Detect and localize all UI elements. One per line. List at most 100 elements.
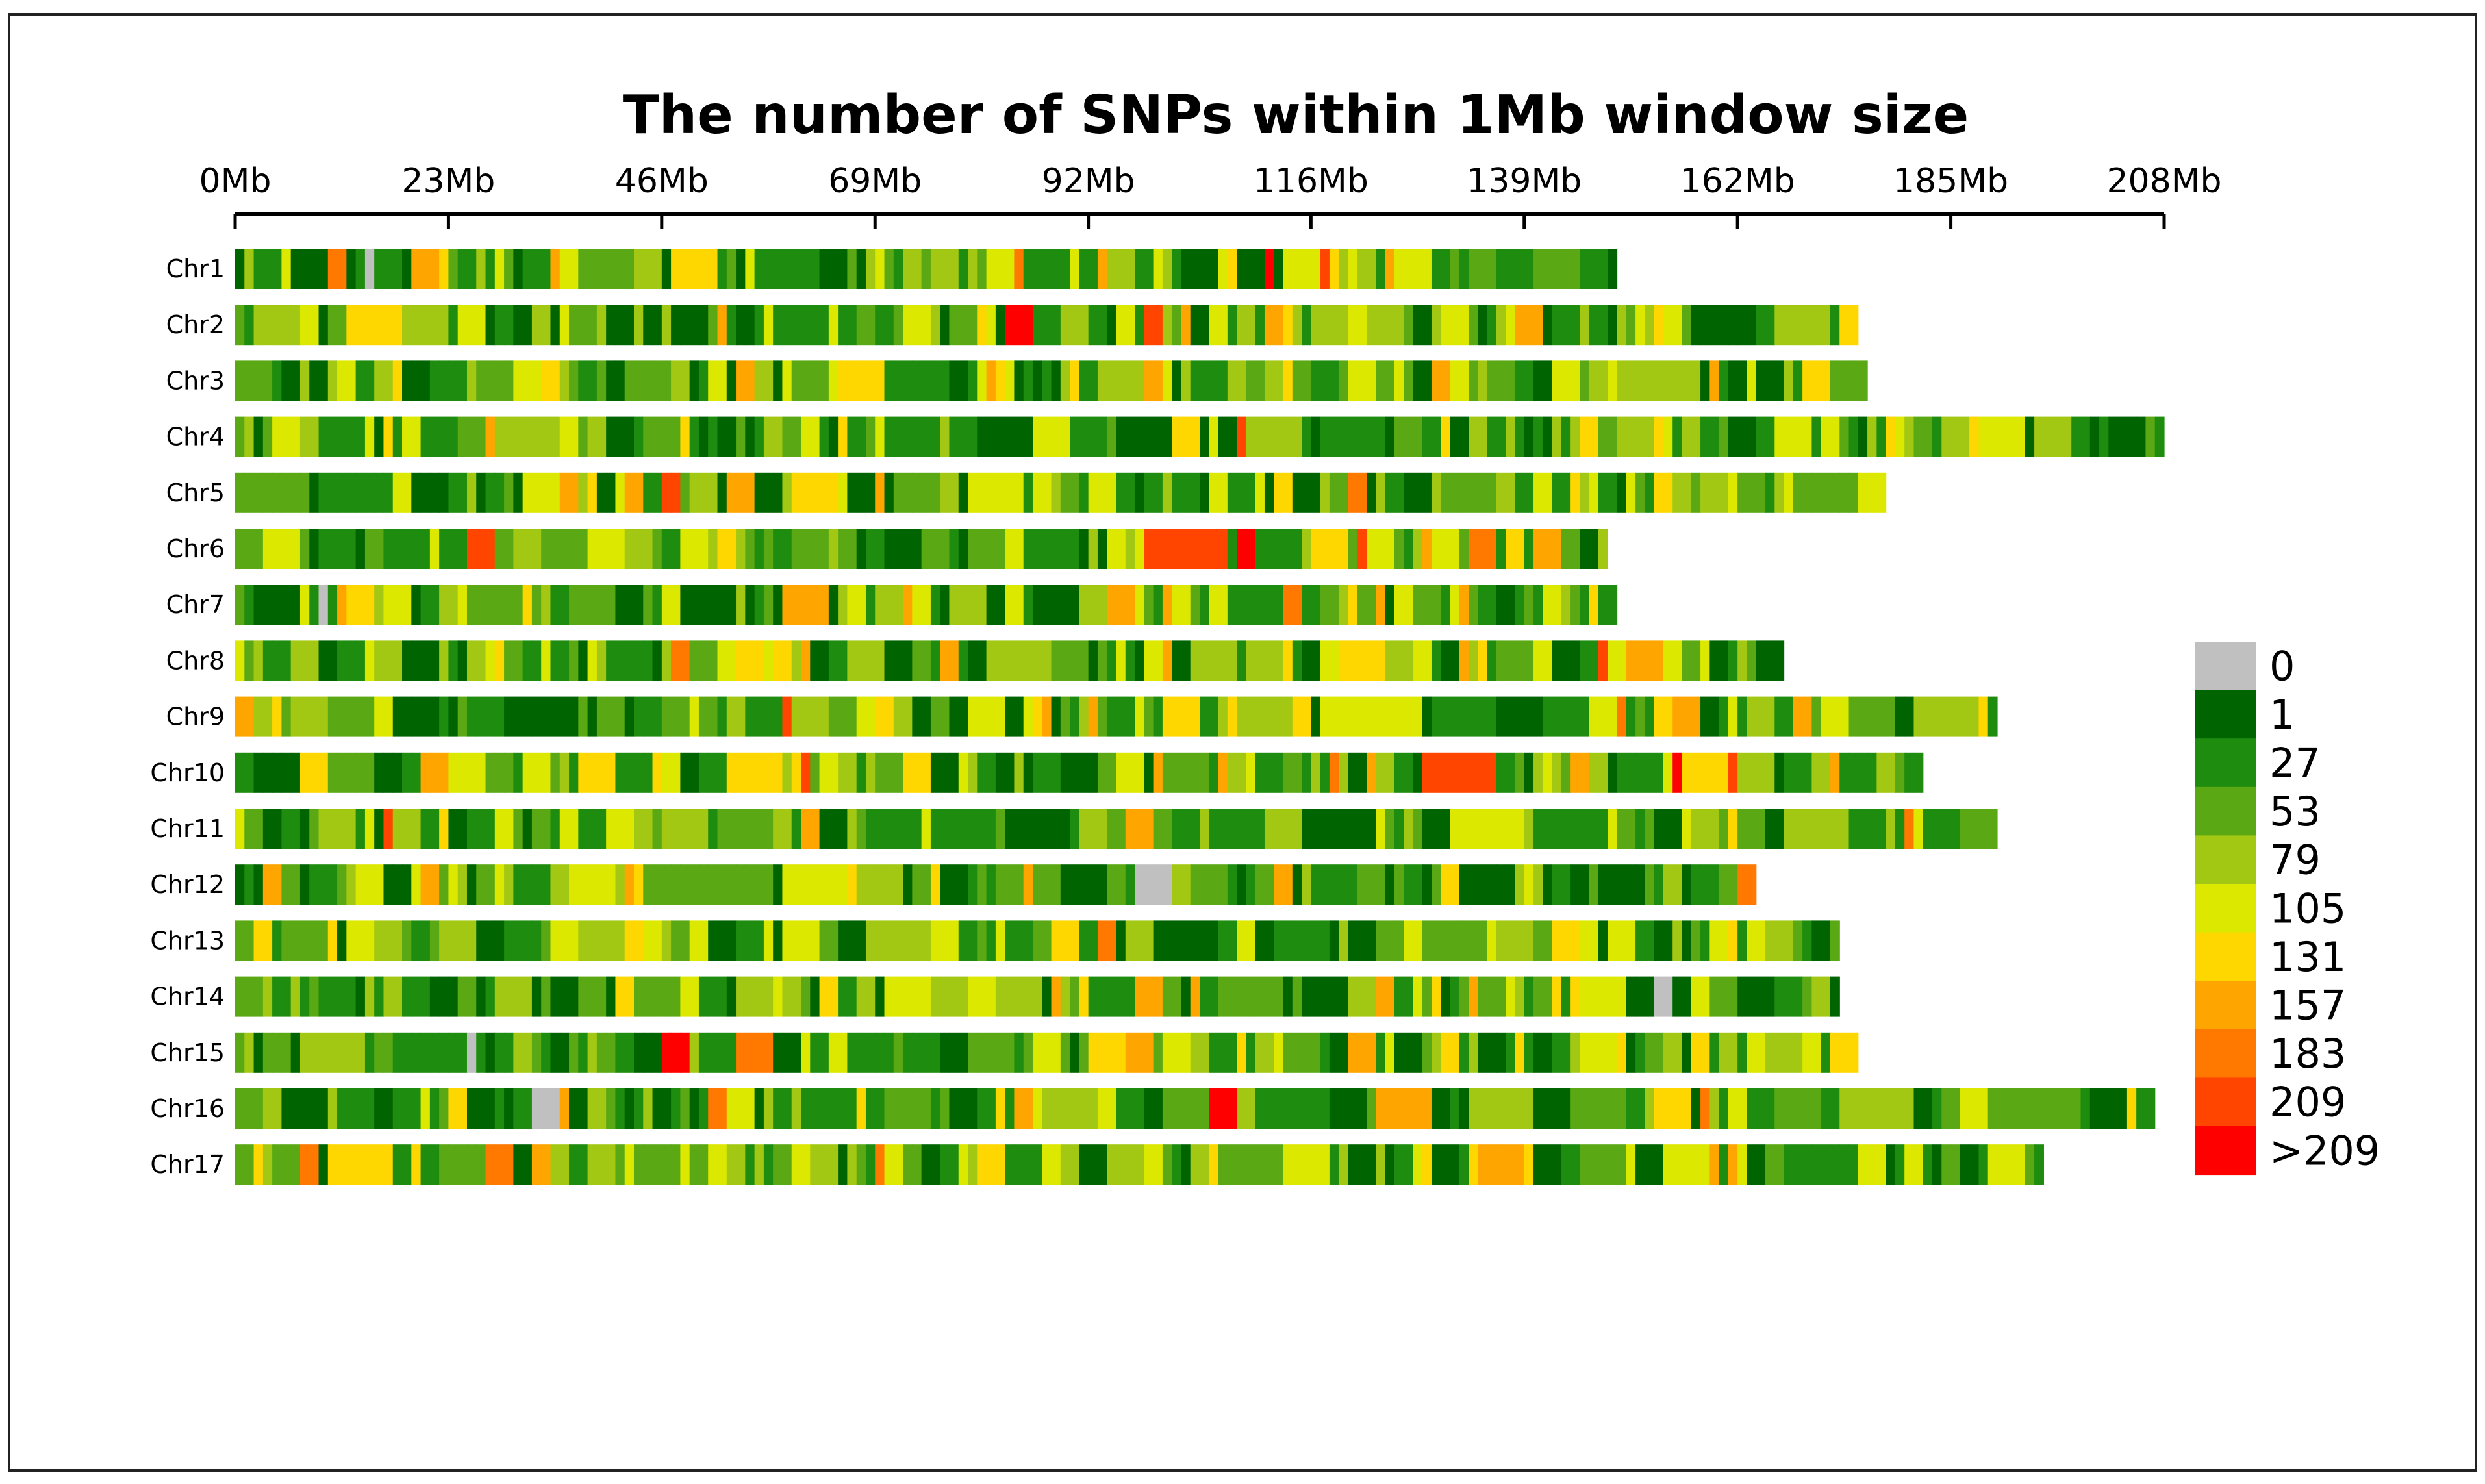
snp-window-cell <box>698 752 709 793</box>
snp-window-cell <box>587 305 598 346</box>
snp-window-cell <box>550 1032 561 1073</box>
snp-window-cell <box>504 1032 514 1073</box>
snp-window-cell <box>1162 416 1172 457</box>
snp-window-cell <box>1515 529 1525 569</box>
snp-window-cell <box>810 1088 820 1129</box>
snp-window-cell <box>736 864 746 905</box>
snp-window-cell <box>299 752 310 793</box>
snp-window-cell <box>1950 696 1961 737</box>
snp-window-cell <box>383 640 394 681</box>
snp-window-cell <box>253 360 264 401</box>
snp-window-cell <box>1302 1032 1311 1073</box>
snp-window-cell <box>1580 529 1590 569</box>
snp-window-cell <box>1070 752 1079 793</box>
snp-window-cell <box>1774 696 1785 737</box>
snp-window-cell <box>1264 1032 1274 1073</box>
snp-window-cell <box>615 976 625 1017</box>
snp-window-cell <box>411 360 422 401</box>
snp-window-cell <box>1200 696 1209 737</box>
snp-window-cell <box>402 976 412 1017</box>
snp-window-cell <box>235 416 245 457</box>
chromosome-track-chr6: Chr6 <box>166 529 1608 569</box>
snp-window-cell <box>1088 416 1098 457</box>
snp-window-cell <box>1617 809 1627 849</box>
snp-window-cell <box>893 640 903 681</box>
snp-window-cell <box>968 1032 978 1073</box>
snp-window-cell <box>1032 1144 1042 1185</box>
snp-window-cell <box>1719 864 1729 905</box>
snp-window-cell <box>550 1144 561 1185</box>
snp-window-cell <box>411 529 422 569</box>
snp-window-cell <box>949 360 959 401</box>
snp-window-cell <box>457 920 468 961</box>
snp-window-cell <box>290 472 301 513</box>
snp-window-cell <box>290 1144 301 1185</box>
snp-window-cell <box>1598 920 1608 961</box>
snp-window-cell <box>810 249 820 289</box>
snp-window-cell <box>1608 920 1618 961</box>
snp-window-cell <box>1274 1032 1284 1073</box>
snp-window-cell <box>1200 640 1209 681</box>
snp-window-cell <box>1876 696 1887 737</box>
snp-window-cell <box>875 305 885 346</box>
snp-window-cell <box>1654 696 1664 737</box>
snp-window-cell <box>318 809 329 849</box>
snp-window-cell <box>1709 809 1720 849</box>
snp-window-cell <box>235 640 245 681</box>
snp-window-cell <box>763 416 774 457</box>
snp-window-cell <box>1302 360 1311 401</box>
snp-window-cell <box>1218 249 1228 289</box>
snp-window-cell <box>1209 472 1219 513</box>
snp-window-cell <box>1858 360 1868 401</box>
snp-window-cell <box>1264 1088 1274 1129</box>
snp-window-cell <box>1246 976 1256 1017</box>
snp-window-cell <box>1246 585 1256 625</box>
snp-window-cell <box>1413 920 1423 961</box>
snp-window-cell <box>429 416 440 457</box>
snp-window-cell <box>921 752 931 793</box>
snp-window-cell <box>513 752 523 793</box>
snp-window-cell <box>411 809 422 849</box>
snp-window-cell <box>513 864 523 905</box>
snp-window-cell <box>420 360 431 401</box>
snp-window-cell <box>1608 416 1618 457</box>
snp-window-cell <box>1088 305 1098 346</box>
snp-window-cell <box>1320 529 1330 569</box>
snp-window-cell <box>1200 1032 1209 1073</box>
snp-window-cell <box>355 920 366 961</box>
snp-window-cell <box>1097 585 1107 625</box>
snp-window-cell <box>1709 472 1720 513</box>
legend-label: 131 <box>2269 933 2346 981</box>
snp-window-cell <box>1357 696 1367 737</box>
snp-window-cell <box>1032 752 1042 793</box>
snp-window-cell <box>1589 1032 1599 1073</box>
snp-window-cell <box>1070 1088 1079 1129</box>
snp-window-cell <box>1913 809 1924 849</box>
snp-window-cell <box>244 920 255 961</box>
snp-window-cell <box>1663 696 1673 737</box>
snp-window-cell <box>819 920 829 961</box>
snp-window-cell <box>299 920 310 961</box>
snp-window-cell <box>262 305 273 346</box>
snp-window-cell <box>689 249 700 289</box>
snp-window-cell <box>930 976 940 1017</box>
snp-window-cell <box>272 920 282 961</box>
snp-window-cell <box>299 864 310 905</box>
snp-window-cell <box>745 585 755 625</box>
snp-window-cell <box>1200 305 1209 346</box>
snp-window-cell <box>1543 1032 1553 1073</box>
snp-window-cell <box>383 360 394 401</box>
snp-window-cell <box>1320 976 1330 1017</box>
snp-window-cell <box>1097 249 1107 289</box>
snp-window-cell <box>290 1032 301 1073</box>
snp-window-cell <box>698 305 709 346</box>
snp-window-cell <box>578 472 588 513</box>
snp-window-cell <box>1682 809 1692 849</box>
snp-window-cell <box>754 696 764 737</box>
snp-window-cell <box>559 809 570 849</box>
snp-window-cell <box>1376 640 1386 681</box>
snp-window-cell <box>1793 809 1803 849</box>
snp-window-cell <box>1135 472 1144 513</box>
snp-window-cell <box>847 529 857 569</box>
snp-window-cell <box>1005 249 1015 289</box>
